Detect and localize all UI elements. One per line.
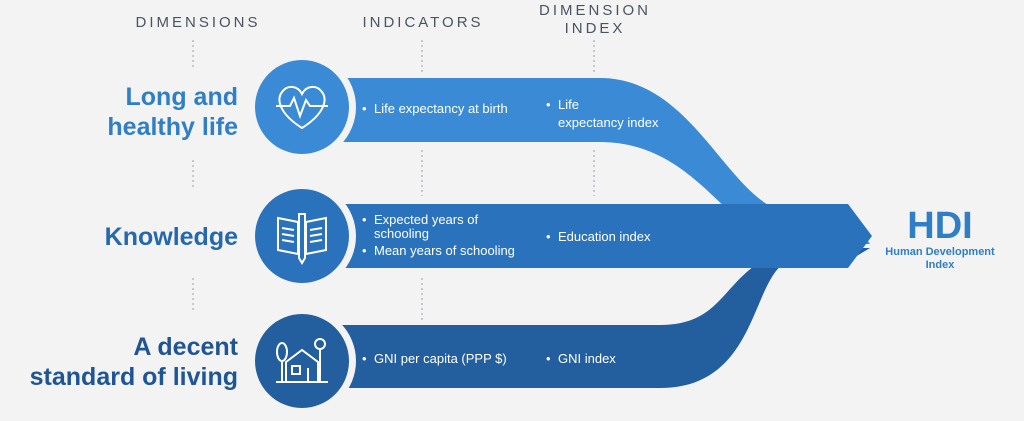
dimension-label-health-line1: Long and	[125, 83, 238, 111]
header-indicators: INDICATORS	[362, 14, 484, 31]
header-dimensions: DIMENSIONS	[135, 14, 261, 31]
indicator-expected-years-line1: Expected years of	[374, 212, 479, 227]
index-gni-text: GNI index	[558, 351, 616, 366]
index-life-expectancy: • Life expectancy index	[546, 97, 659, 130]
hdi-result: HDI Human Development Index	[880, 206, 1000, 272]
guide-lines	[192, 40, 595, 320]
indicator-mean-years: • Mean years of schooling	[362, 243, 515, 258]
circle-living	[248, 307, 356, 415]
dimension-label-living-line1: A decent	[133, 333, 238, 361]
flow-band-health	[320, 78, 870, 244]
flow-band-knowledge	[320, 204, 872, 268]
dimension-label-living-line2: standard of living	[29, 363, 238, 391]
heart-pulse-icon	[276, 86, 328, 130]
hdi-title: HDI	[907, 205, 973, 247]
index-life-expectancy-line1: Life	[558, 97, 579, 112]
circle-health	[248, 53, 356, 161]
dimension-label-living: A decent standard of living	[30, 332, 238, 392]
indicator-gni-text: GNI per capita (PPP $)	[374, 351, 507, 366]
indicator-expected-years: • Expected years of schooling	[362, 212, 479, 241]
index-gni: • GNI index	[546, 351, 616, 366]
indicator-life-expectancy-text: Life expectancy at birth	[374, 101, 508, 116]
dimension-label-knowledge-line1: Knowledge	[104, 223, 238, 251]
indicator-life-expectancy: • Life expectancy at birth	[362, 101, 508, 116]
index-life-expectancy-line2: expectancy index	[558, 115, 659, 130]
header-dimension-index-line1: DIMENSION	[538, 2, 651, 19]
indicator-mean-years-text: Mean years of schooling	[374, 243, 515, 258]
header-dimension-index-line2: INDEX	[564, 20, 626, 37]
circle-knowledge	[248, 182, 356, 290]
indicator-gni: • GNI per capita (PPP $)	[362, 351, 507, 366]
flow-band-living	[320, 248, 870, 388]
hdi-subtitle-line2: Index	[925, 259, 955, 271]
index-education: • Education index	[546, 229, 651, 244]
dimension-label-health: Long and healthy life	[107, 82, 238, 142]
book-pencil-icon	[277, 213, 327, 265]
hdi-subtitle-line1: Human Development	[885, 246, 995, 258]
dimension-label-knowledge: Knowledge	[105, 222, 238, 252]
indicator-expected-years-line2: schooling	[374, 226, 429, 241]
dimension-label-health-line2: healthy life	[107, 113, 238, 141]
header-dimension-index: DIMENSION INDEX	[520, 2, 670, 38]
house-tree-icon	[276, 338, 328, 383]
index-education-text: Education index	[558, 229, 651, 244]
